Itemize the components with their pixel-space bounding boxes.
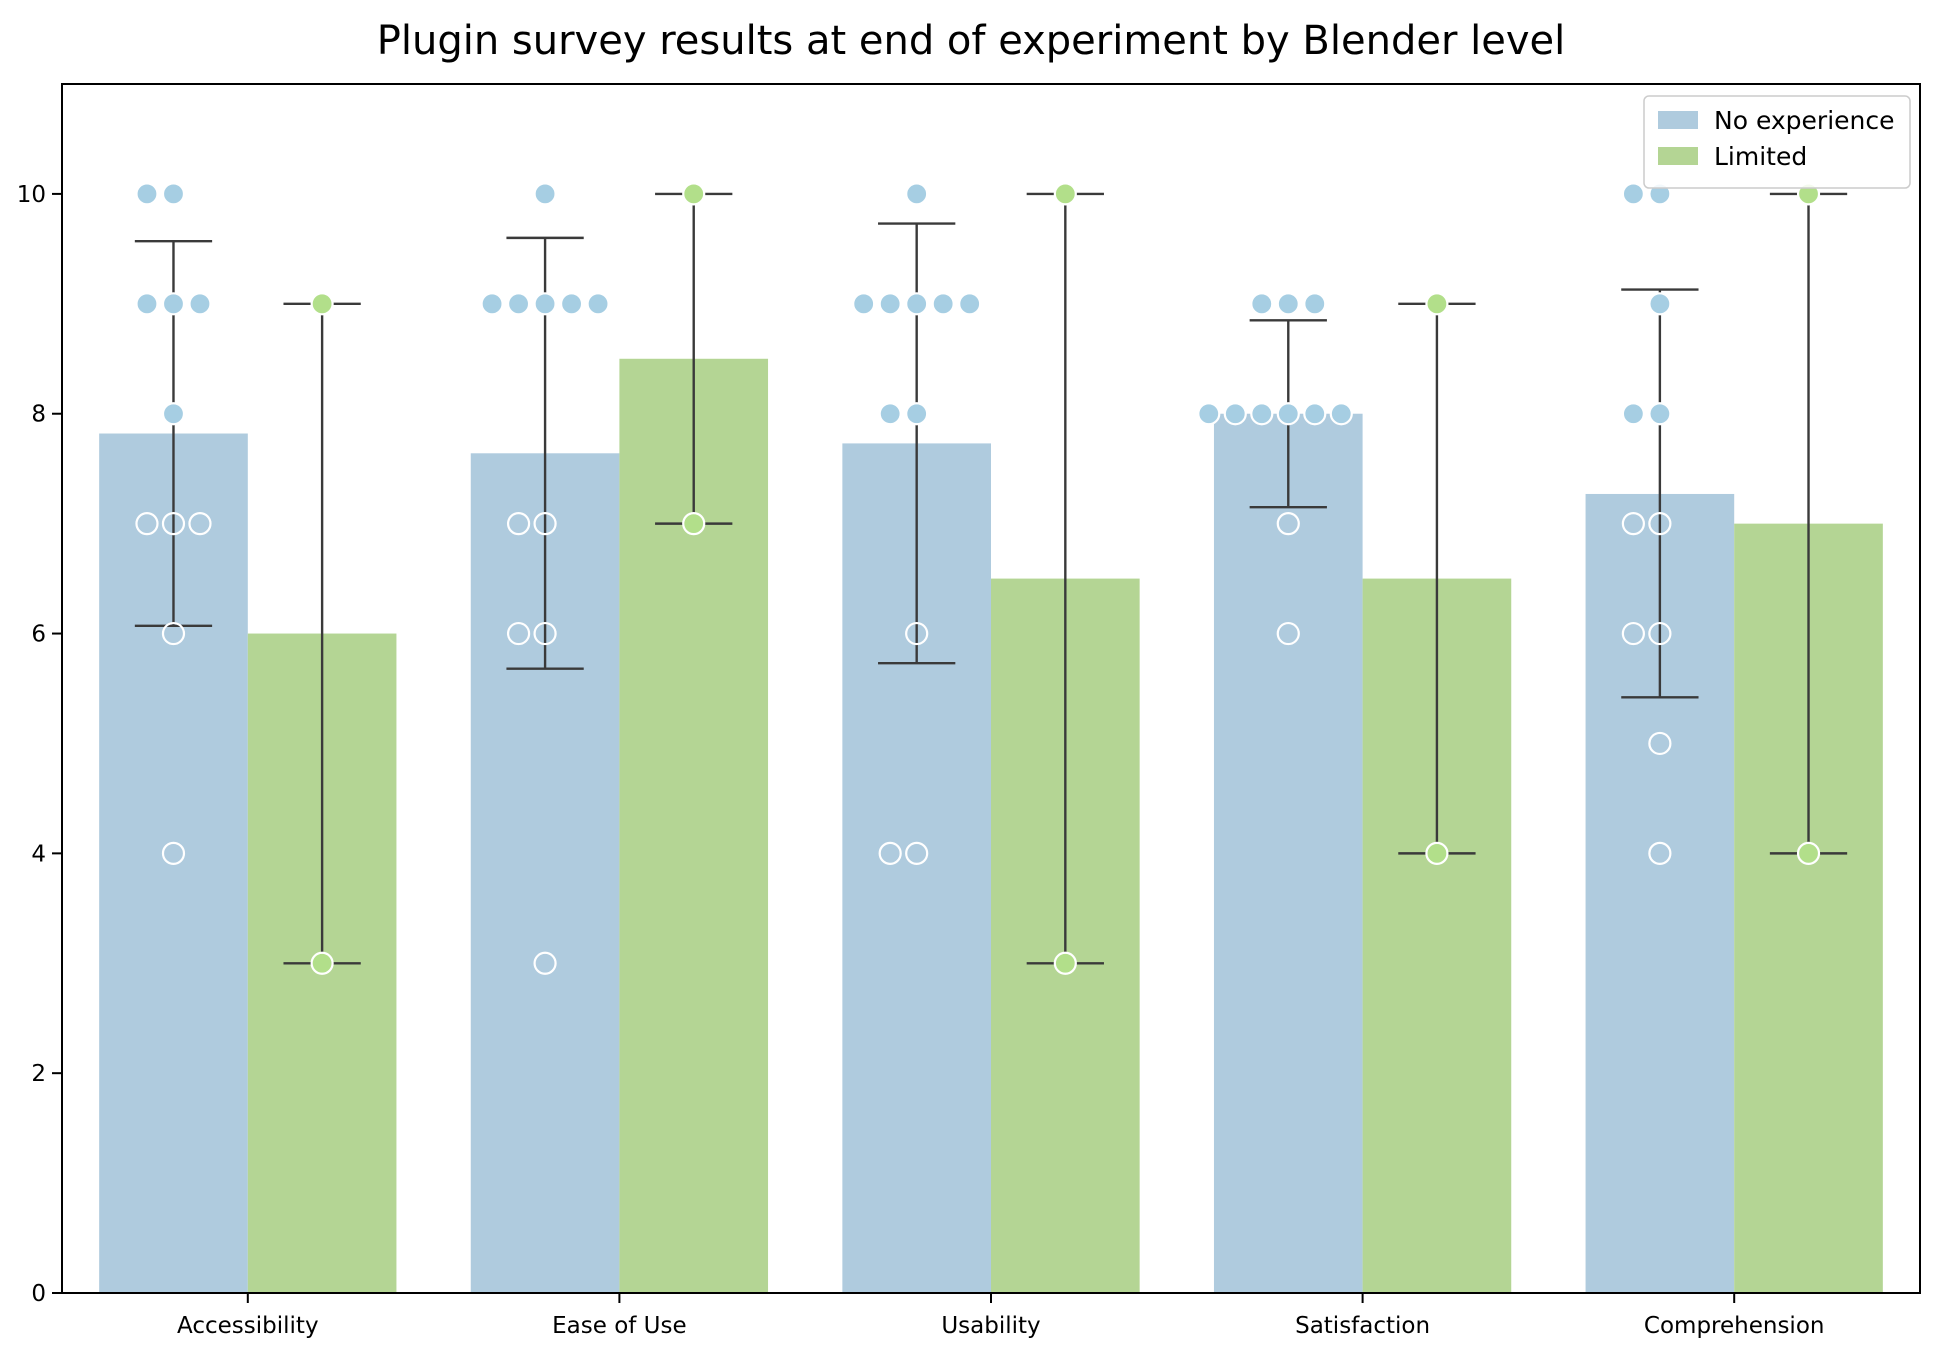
data-point [1250,402,1274,426]
chart-title: Plugin survey results at end of experime… [377,18,1565,64]
data-point [533,292,557,316]
data-point [905,182,929,206]
legend: No experience Limited [1643,95,1911,189]
data-point [533,951,557,975]
data-point [506,621,531,646]
data-point [506,512,531,536]
data-point [135,182,159,206]
data-point [878,292,902,316]
legend-swatch [1658,147,1698,165]
x-axis: Accessibility Ease of Use Usability Satisfa… [177,1293,1824,1339]
legend-swatch [1658,111,1698,129]
y-tick-label: 10 [17,182,46,208]
data-point [878,402,902,426]
data-point [1250,292,1274,316]
data-point [1648,292,1672,316]
data-point [1621,402,1645,426]
data-point [506,292,531,316]
data-point [161,182,186,206]
data-point [1621,621,1645,646]
data-point [1648,621,1672,646]
data-point [161,621,186,646]
data-point [852,292,876,316]
data-point [188,292,212,316]
data-point [1621,512,1645,536]
data-point [1329,402,1353,426]
data-point [135,292,159,316]
y-tick-label: 2 [31,1061,46,1087]
data-point [161,292,186,316]
data-point [1276,512,1300,536]
data-point [878,841,902,865]
data-point [1425,841,1449,865]
data-point [161,402,186,426]
data-point [931,292,955,316]
data-point [135,512,159,536]
data-point [310,951,334,975]
x-tick-label: Usability [941,1313,1040,1339]
data-point [1648,402,1672,426]
data-point [1197,402,1221,426]
y-tick-label: 6 [31,622,46,648]
data-point [682,182,706,206]
bar [1213,413,1363,1293]
data-point [533,182,557,206]
data-point [905,621,929,646]
data-point [1276,292,1300,316]
data-point [1053,951,1077,975]
data-point [958,292,982,316]
legend-label: No experience [1714,106,1895,135]
data-point [161,841,186,865]
y-tick-label: 8 [31,402,46,428]
data-point [480,292,504,316]
data-point [1648,731,1672,756]
data-point [1276,402,1300,426]
data-point [533,621,557,646]
x-tick-label: Comprehension [1644,1313,1825,1339]
y-tick-label: 4 [31,841,46,867]
data-point [1303,292,1327,316]
data-point [905,402,929,426]
data-point [682,512,706,536]
data-point [586,292,610,316]
data-point [1796,841,1821,865]
data-point [310,292,334,316]
y-axis: 0 2 4 6 8 10 [17,182,62,1307]
data-point [1621,182,1645,206]
data-point [1648,841,1672,865]
data-point [1276,621,1300,646]
data-point [905,841,929,865]
x-tick-label: Satisfaction [1295,1313,1430,1339]
data-point [559,292,584,316]
x-tick-label: Ease of Use [552,1313,687,1339]
data-point [533,512,557,536]
x-tick-label: Accessibility [177,1313,319,1339]
data-point [1223,402,1247,426]
legend-label: Limited [1714,142,1807,171]
data-point [905,292,929,316]
y-tick-label: 0 [31,1281,46,1307]
legend-box [1643,95,1911,189]
data-point [1648,512,1672,536]
points-layer [135,182,1821,975]
data-point [1303,402,1327,426]
data-point [1425,292,1449,316]
data-point [1053,182,1077,206]
data-point [161,512,186,536]
data-point [188,512,212,536]
bars-layer [99,358,1883,1294]
